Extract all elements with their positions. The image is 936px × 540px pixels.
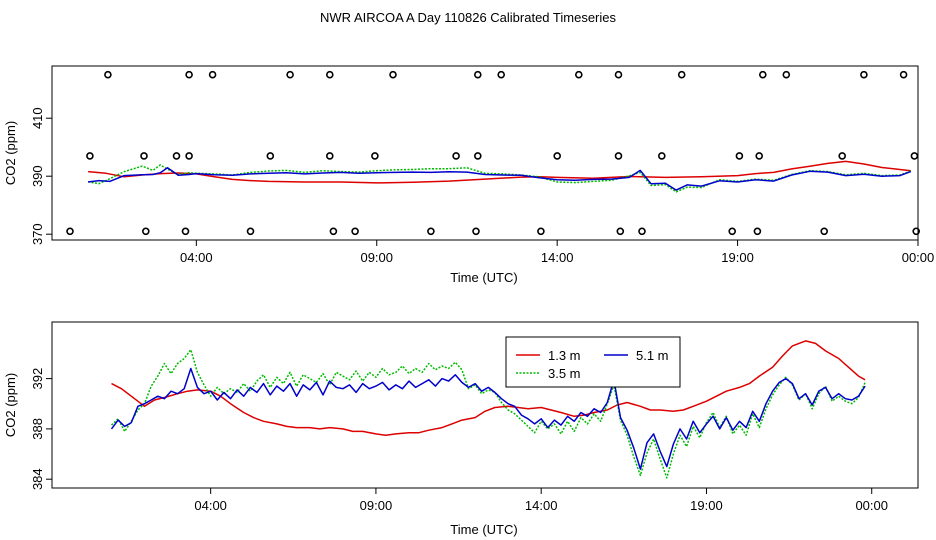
- top-marker-0-9: [614, 70, 623, 79]
- top-marker-2-3: [246, 227, 255, 236]
- top-marker-1-5: [325, 152, 334, 160]
- bottom-series-5-1-m: [110, 367, 866, 470]
- bottom-y-tick-label-0: 384: [30, 468, 45, 490]
- top-marker-1-4: [266, 152, 275, 160]
- top-marker-2-6: [427, 227, 435, 236]
- top-marker-2-0: [66, 227, 74, 236]
- top-marker-2-11: [728, 227, 737, 236]
- legend-label-5-1m: 5.1 m: [636, 348, 669, 363]
- top-marker-1-11: [657, 152, 666, 160]
- bottom-x-tick-label-3: 19:00: [690, 498, 723, 513]
- bottom-plot-frame: [51, 321, 919, 489]
- top-marker-0-12: [782, 70, 791, 79]
- top-marker-1-3: [185, 152, 193, 160]
- top-series-5-1-m: [88, 167, 912, 191]
- top-marker-1-2: [172, 152, 181, 160]
- top-marker-2-7: [472, 227, 480, 236]
- bottom-axes: 04:00 09:00 14:00 19:00 00:00 384 388 392: [30, 368, 888, 513]
- bottom-y-tick-label-1: 388: [30, 418, 45, 440]
- bottom-y-axis-label: CO2 (ppm): [3, 373, 18, 437]
- top-y-axis-label: CO2 (ppm): [3, 121, 18, 185]
- legend-label-1-3m: 1.3 m: [548, 348, 581, 363]
- top-marker-2-12: [753, 227, 762, 236]
- bottom-x-axis-label: Time (UTC): [450, 522, 517, 537]
- top-marks: [66, 70, 921, 236]
- figure-title: NWR AIRCOA A Day 110826 Calibrated Times…: [320, 10, 616, 25]
- top-marker-1-8: [473, 152, 482, 160]
- top-marker-2-1: [142, 227, 150, 236]
- top-marker-2-13: [820, 227, 829, 236]
- top-marker-0-3: [286, 70, 294, 79]
- top-x-tick-label-3: 19:00: [721, 250, 754, 265]
- top-x-tick-label-1: 09:00: [360, 250, 393, 265]
- top-x-tick-label-4: 00:00: [902, 250, 935, 265]
- legend-box: [505, 336, 681, 388]
- top-marker-0-0: [104, 70, 112, 79]
- bottom-y-tick-label-2: 392: [30, 368, 45, 390]
- bottom-x-tick-label-2: 14:00: [525, 498, 558, 513]
- top-marker-1-0: [86, 152, 94, 160]
- top-marker-0-4: [325, 70, 334, 79]
- top-y-tick-label-0: 370: [30, 223, 45, 245]
- top-x-axis-label: Time (UTC): [450, 270, 517, 285]
- top-marker-0-7: [497, 70, 506, 79]
- top-marker-1-6: [371, 152, 379, 160]
- top-marker-1-10: [614, 152, 623, 160]
- top-marker-0-5: [389, 70, 397, 79]
- top-y-tick-label-1: 390: [30, 165, 45, 187]
- top-marker-2-10: [638, 227, 646, 236]
- top-marker-1-15: [910, 152, 919, 160]
- top-marker-1-14: [838, 152, 847, 160]
- top-marker-2-4: [329, 227, 338, 236]
- top-marker-0-14: [899, 70, 908, 79]
- top-marker-0-6: [473, 70, 482, 79]
- top-marker-1-12: [735, 152, 744, 160]
- top-marker-0-13: [860, 70, 868, 79]
- top-plot-frame: [51, 65, 919, 241]
- top-panel: 04:00 09:00 14:00 19:00 00:00 370 390 410 Time …: [3, 65, 934, 285]
- bottom-series-1-3-m: [111, 340, 866, 436]
- bottom-x-tick-label-0: 04:00: [194, 498, 227, 513]
- top-axes: 04:00 09:00 14:00 19:00 00:00 370 390 410: [30, 107, 934, 265]
- top-marker-0-10: [677, 70, 686, 79]
- bottom-x-tick-label-1: 09:00: [360, 498, 393, 513]
- top-marker-1-1: [140, 152, 148, 160]
- top-marker-2-5: [351, 227, 359, 236]
- top-marker-0-11: [758, 70, 767, 79]
- legend: 1.3 m 5.1 m 3.5 m: [505, 336, 681, 388]
- top-marker-2-8: [537, 227, 545, 236]
- top-marker-2-2: [181, 227, 190, 236]
- legend-label-3-5m: 3.5 m: [548, 366, 581, 381]
- top-marker-2-9: [616, 227, 625, 236]
- bottom-panel: 04:00 09:00 14:00 19:00 00:00 384 388 392 Time …: [3, 321, 919, 537]
- top-marker-2-14: [912, 227, 921, 236]
- top-marker-1-7: [452, 152, 460, 160]
- bottom-series-3-5-m: [110, 348, 866, 479]
- top-x-tick-label-2: 14:00: [541, 250, 574, 265]
- top-x-tick-label-0: 04:00: [180, 250, 213, 265]
- top-marker-0-1: [185, 70, 193, 79]
- top-y-tick-label-2: 410: [30, 107, 45, 129]
- top-marker-0-8: [574, 70, 583, 79]
- bottom-marks: [110, 340, 866, 479]
- top-series-1-3-m: [88, 160, 911, 184]
- bottom-x-tick-label-4: 00:00: [855, 498, 888, 513]
- top-marker-1-13: [755, 152, 764, 160]
- top-marker-0-2: [208, 70, 217, 79]
- top-marker-1-9: [553, 152, 562, 160]
